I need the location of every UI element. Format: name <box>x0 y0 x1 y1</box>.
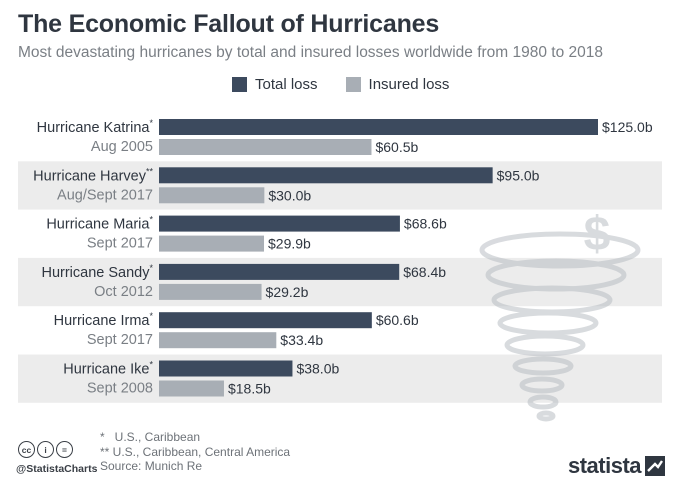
legend-swatch-total <box>232 77 247 92</box>
footnote-double: ** U.S., Caribbean, Central America <box>100 444 291 459</box>
category-date: Sept 2008 <box>87 381 153 397</box>
legend-swatch-insured <box>345 77 361 92</box>
bar-insured-loss <box>159 380 224 397</box>
data-label-total: $68.4b <box>403 264 446 280</box>
category-date: Sept 2017 <box>87 332 153 348</box>
data-label-total: $95.0b <box>497 167 540 183</box>
legend-label-insured: Insured loss <box>368 76 450 93</box>
svg-text:$: $ <box>584 208 611 261</box>
tornado-illustration-icon: $ <box>479 208 641 422</box>
category-label: Hurricane Sandy* <box>41 263 153 281</box>
category-label: Hurricane Irma* <box>54 311 154 329</box>
footnote-single: * U.S., Caribbean <box>100 430 201 444</box>
bar-total-loss <box>159 360 293 377</box>
category-date: Sept 2017 <box>87 236 153 252</box>
bar-chart: $ Hurricane Katrina* Aug 2005 $125.0b $60.5b… <box>18 118 662 422</box>
statista-logo[interactable]: statista <box>568 453 666 479</box>
data-label-total: $60.6b <box>376 312 419 328</box>
category-label: Hurricane Maria* <box>46 215 153 233</box>
twitter-handle: @StatistaCharts <box>16 463 98 475</box>
data-label-insured: $29.9b <box>268 236 311 252</box>
bar-insured-loss <box>159 187 265 204</box>
cc-icon: cc <box>18 441 35 458</box>
bar-total-loss <box>159 119 598 135</box>
bar-insured-loss <box>159 139 372 155</box>
statista-mark-icon <box>645 456 666 476</box>
category-label: Hurricane Katrina* <box>37 118 154 136</box>
category-date: Aug/Sept 2017 <box>57 187 153 203</box>
data-label-total: $125.0b <box>602 119 653 135</box>
legend-label-total: Total loss <box>255 76 318 93</box>
equals-icon: = <box>56 441 73 458</box>
data-label-insured: $29.2b <box>266 284 309 300</box>
bar-total-loss <box>159 215 400 232</box>
category-label: Hurricane Ike* <box>63 360 153 378</box>
brand-wordmark: statista <box>568 453 642 478</box>
data-label-insured: $30.0b <box>268 187 311 203</box>
bar-total-loss <box>159 167 493 184</box>
data-label-insured: $60.5b <box>375 139 418 155</box>
chart-subtitle: Most devastating hurricanes by total and… <box>18 44 604 61</box>
legend: Total loss Insured loss <box>232 76 477 93</box>
chart-title: The Economic Fallout of Hurricanes <box>18 10 440 38</box>
legend-item-total: Total loss <box>232 76 318 93</box>
bar-insured-loss <box>159 283 262 300</box>
source-note: Source: Munich Re <box>100 459 203 473</box>
license-icons: cc i = <box>18 441 75 458</box>
data-label-total: $68.6b <box>404 216 447 232</box>
data-label-insured: $18.5b <box>228 381 271 397</box>
attribution-icon: i <box>37 441 54 458</box>
legend-item-insured: Insured loss <box>345 76 450 93</box>
category-label: Hurricane Harvey** <box>33 166 153 184</box>
category-date: Aug 2005 <box>91 139 153 155</box>
bar-insured-loss <box>159 235 265 252</box>
data-label-insured: $33.4b <box>280 332 323 348</box>
data-label-total: $38.0b <box>296 361 339 377</box>
bar-insured-loss <box>159 332 277 349</box>
bar-total-loss <box>159 263 400 280</box>
bar-total-loss <box>159 312 372 329</box>
footnotes: * U.S., Caribbean ** U.S., Caribbean, Ce… <box>100 430 290 474</box>
category-date: Oct 2012 <box>94 284 153 300</box>
